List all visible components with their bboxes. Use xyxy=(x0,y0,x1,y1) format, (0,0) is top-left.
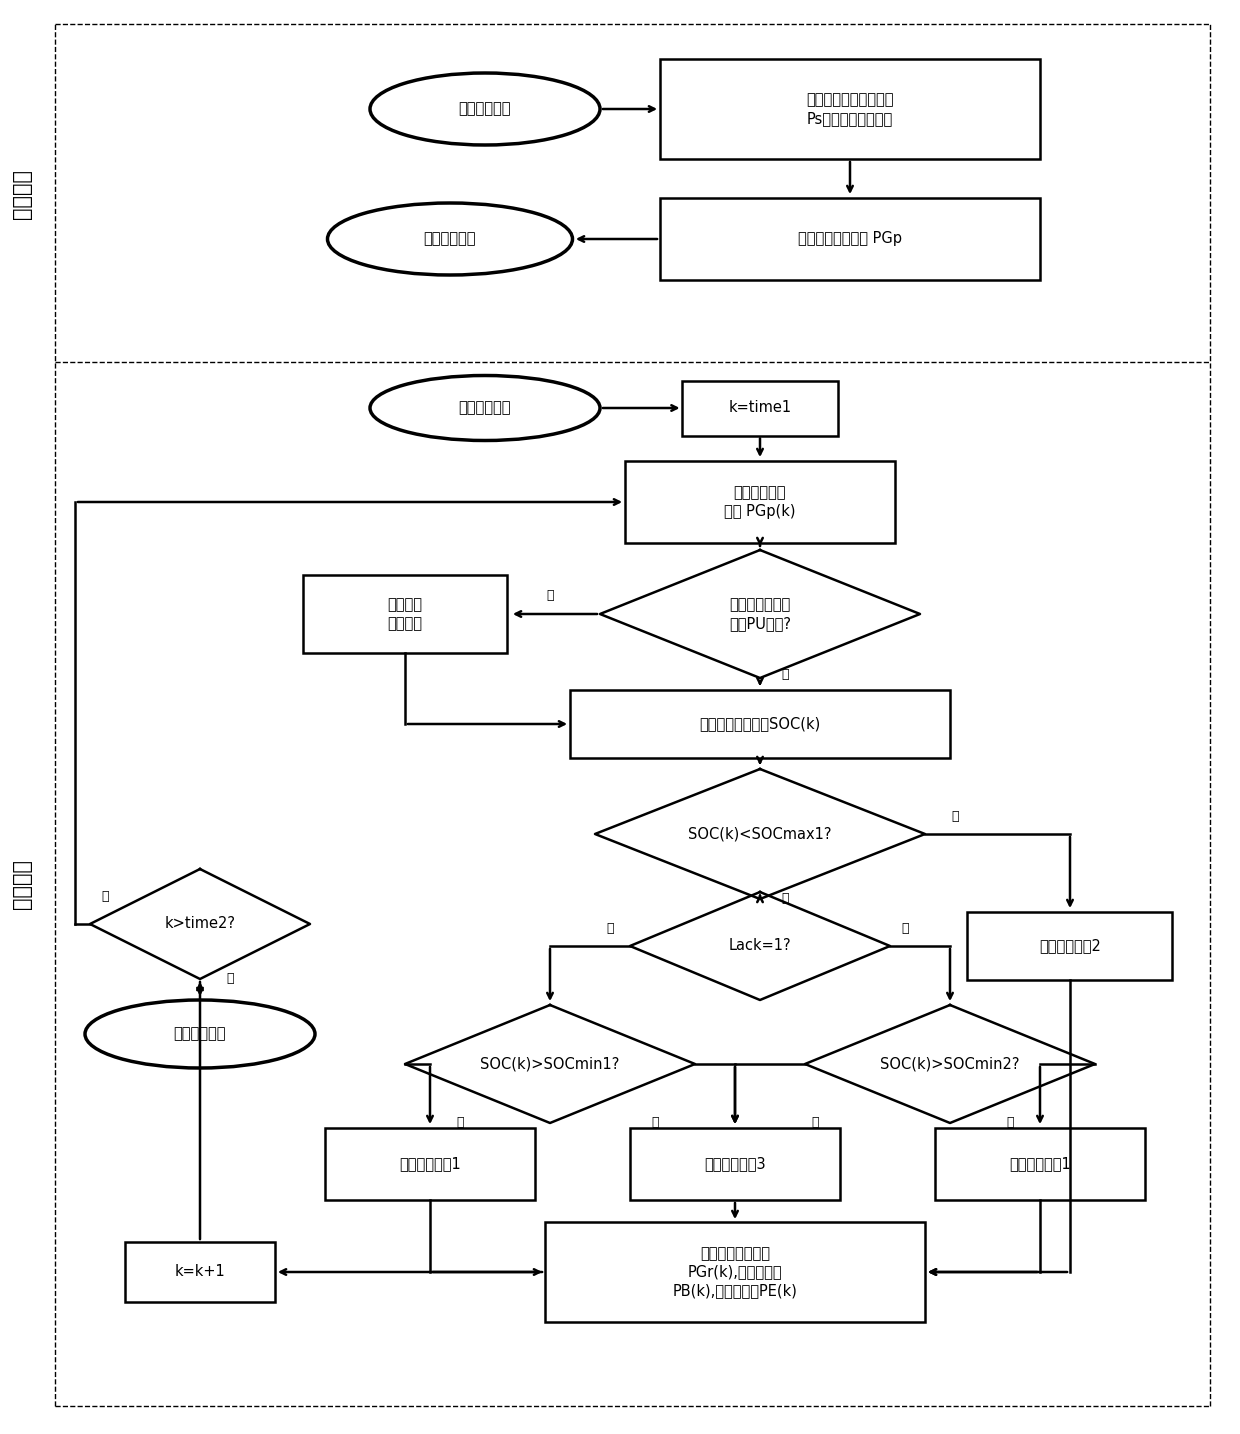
Text: Lack=1?: Lack=1? xyxy=(729,938,791,954)
Text: k=k+1: k=k+1 xyxy=(175,1265,226,1279)
FancyBboxPatch shape xyxy=(660,198,1040,280)
Text: 是: 是 xyxy=(456,1116,464,1129)
Text: 光伏计划
出力修正: 光伏计划 出力修正 xyxy=(387,597,423,631)
FancyBboxPatch shape xyxy=(660,59,1040,159)
FancyBboxPatch shape xyxy=(325,1129,534,1200)
Text: 是: 是 xyxy=(226,972,234,985)
Text: 日前调度开始: 日前调度开始 xyxy=(459,102,511,116)
Text: SOC(k)>SOCmin1?: SOC(k)>SOCmin1? xyxy=(480,1057,620,1071)
Ellipse shape xyxy=(370,376,600,440)
FancyBboxPatch shape xyxy=(303,575,507,652)
Text: k=time1: k=time1 xyxy=(728,400,791,416)
Polygon shape xyxy=(600,551,920,678)
FancyBboxPatch shape xyxy=(935,1129,1145,1200)
Ellipse shape xyxy=(86,999,315,1068)
Text: 日前调度: 日前调度 xyxy=(12,169,32,219)
Text: 实时调度方案1: 实时调度方案1 xyxy=(1009,1156,1071,1172)
Text: 是: 是 xyxy=(1006,1116,1014,1129)
FancyBboxPatch shape xyxy=(570,690,950,759)
Text: 是: 是 xyxy=(547,589,554,602)
Text: k>time2?: k>time2? xyxy=(165,916,236,932)
Polygon shape xyxy=(595,769,925,899)
FancyBboxPatch shape xyxy=(682,380,837,436)
FancyBboxPatch shape xyxy=(630,1129,839,1200)
Text: 否: 否 xyxy=(651,1116,658,1129)
Text: 是: 是 xyxy=(901,922,909,935)
Text: 实时调度方案2: 实时调度方案2 xyxy=(1039,938,1101,954)
Ellipse shape xyxy=(370,73,600,145)
Text: 实时调度方案1: 实时调度方案1 xyxy=(399,1156,461,1172)
Text: 否: 否 xyxy=(102,889,109,902)
Text: 读取光伏短期预测功率
Ps与次日的天气类型: 读取光伏短期预测功率 Ps与次日的天气类型 xyxy=(806,92,894,126)
FancyBboxPatch shape xyxy=(625,460,895,543)
Text: 否: 否 xyxy=(781,667,789,681)
Text: SOC(k)>SOCmin2?: SOC(k)>SOCmin2? xyxy=(880,1057,1019,1071)
FancyBboxPatch shape xyxy=(125,1242,275,1302)
Text: SOC(k)<SOCmax1?: SOC(k)<SOCmax1? xyxy=(688,826,832,842)
Text: 实时调度: 实时调度 xyxy=(12,859,32,909)
Text: 是: 是 xyxy=(781,892,789,905)
Polygon shape xyxy=(91,869,310,979)
Text: 日前调度结束: 日前调度结束 xyxy=(424,231,476,247)
Polygon shape xyxy=(630,892,890,999)
Ellipse shape xyxy=(327,204,573,275)
Text: 读取光伏计划
出力 PGp(k): 读取光伏计划 出力 PGp(k) xyxy=(724,485,796,519)
Text: 实时调度方案3: 实时调度方案3 xyxy=(704,1156,766,1172)
Text: 输出光伏实际出力
PGr(k),蓄电池功率
PB(k),电解槽功率PE(k): 输出光伏实际出力 PGr(k),蓄电池功率 PB(k),电解槽功率PE(k) xyxy=(672,1246,797,1298)
Text: 计算光伏计划出力 PGp: 计算光伏计划出力 PGp xyxy=(799,231,901,247)
Text: 读取电池荷电状态SOC(k): 读取电池荷电状态SOC(k) xyxy=(699,717,821,731)
Text: 否: 否 xyxy=(811,1116,818,1129)
Text: 否: 否 xyxy=(951,810,959,823)
Text: 否: 否 xyxy=(606,922,614,935)
Polygon shape xyxy=(405,1005,694,1123)
FancyBboxPatch shape xyxy=(967,912,1173,979)
FancyBboxPatch shape xyxy=(546,1222,925,1322)
Polygon shape xyxy=(805,1005,1095,1123)
Text: 实时调度开始: 实时调度开始 xyxy=(459,400,511,416)
Text: 实时调度结束: 实时调度结束 xyxy=(174,1027,226,1041)
Text: 光伏超短期预测
功率PU更新?: 光伏超短期预测 功率PU更新? xyxy=(729,597,791,631)
